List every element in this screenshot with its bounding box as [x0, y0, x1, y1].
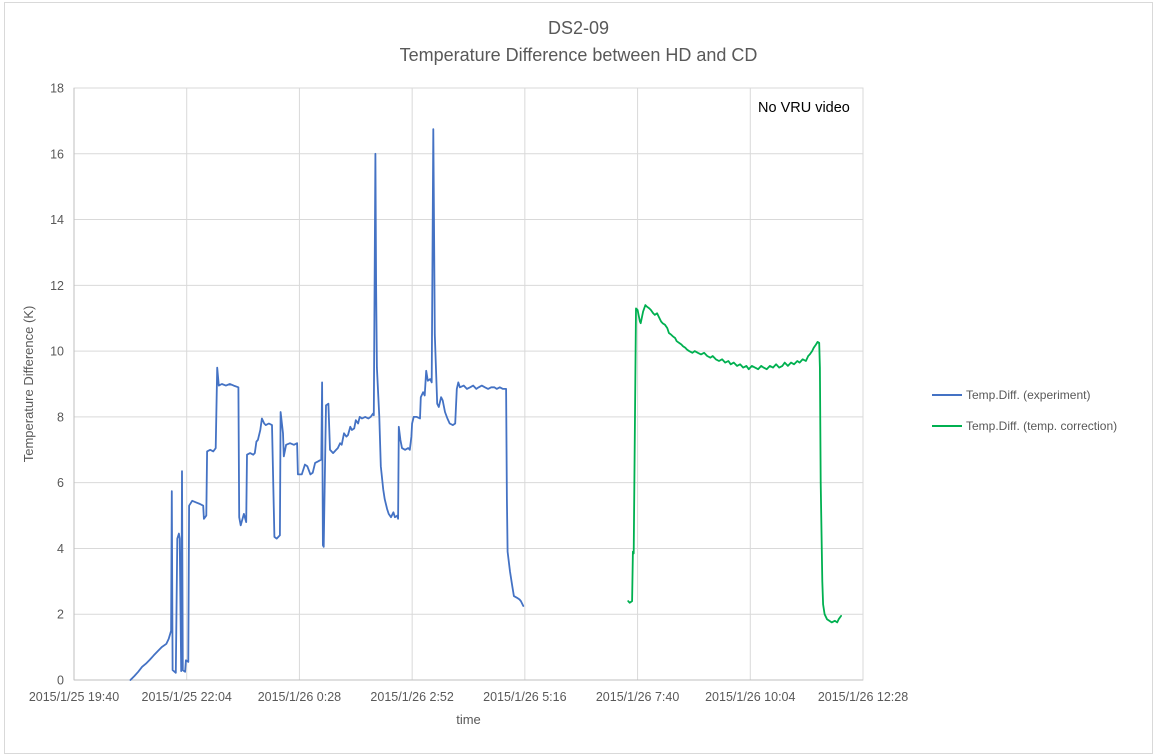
x-tick-label: 2015/1/25 19:40 — [29, 690, 119, 704]
legend-item-correction: Temp.Diff. (temp. correction) — [932, 416, 1117, 436]
x-tick-label: 2015/1/26 5:16 — [483, 690, 566, 704]
y-tick-label: 12 — [50, 279, 64, 293]
data-series — [129, 128, 842, 681]
series-correction-line — [627, 304, 842, 624]
y-tick-label: 14 — [50, 213, 64, 227]
y-tick-label: 4 — [57, 542, 64, 556]
x-tick-label: 2015/1/25 22:04 — [142, 690, 232, 704]
x-axis-title: time — [456, 712, 481, 727]
y-tick-label: 10 — [50, 345, 64, 359]
chart-title-line1: DS2-09 — [547, 18, 610, 38]
chart-title-line2: Temperature Difference between HD and CD — [399, 45, 758, 65]
legend-line-swatch-experiment — [932, 394, 962, 396]
chart-title: DS2-09 Temperature Difference between HD… — [0, 15, 1157, 69]
legend: Temp.Diff. (experiment) Temp.Diff. (temp… — [932, 385, 1117, 447]
plot-border — [73, 87, 864, 681]
legend-label-experiment: Temp.Diff. (experiment) — [966, 388, 1091, 402]
series-experiment-line — [129, 128, 525, 681]
legend-line-swatch-correction — [932, 425, 962, 427]
y-tick-label: 8 — [57, 410, 64, 424]
y-tick-label: 18 — [50, 82, 64, 96]
chart-border — [4, 2, 1153, 754]
y-axis-title: Temperature Difference (K) — [21, 306, 36, 463]
x-tick-label: 2015/1/26 12:28 — [818, 690, 908, 704]
axes — [73, 87, 864, 681]
legend-item-experiment: Temp.Diff. (experiment) — [932, 385, 1117, 405]
x-tick-label: 2015/1/26 7:40 — [596, 690, 679, 704]
x-tick-label: 2015/1/26 2:52 — [370, 690, 453, 704]
y-tick-label: 0 — [57, 674, 64, 688]
x-tick-label: 2015/1/26 10:04 — [705, 690, 795, 704]
y-tick-label: 16 — [50, 147, 64, 161]
annotation-no-vru-video: No VRU video — [758, 100, 850, 116]
gridlines — [74, 87, 864, 680]
y-tick-label: 6 — [57, 476, 64, 490]
x-tick-label: 2015/1/26 0:28 — [258, 690, 341, 704]
legend-label-correction: Temp.Diff. (temp. correction) — [966, 419, 1118, 433]
tick-labels: 0 2 4 6 8 10 12 14 16 18 2015/1/25 19:40 2015/1/25 … — [29, 82, 908, 705]
y-tick-label: 2 — [57, 608, 64, 622]
